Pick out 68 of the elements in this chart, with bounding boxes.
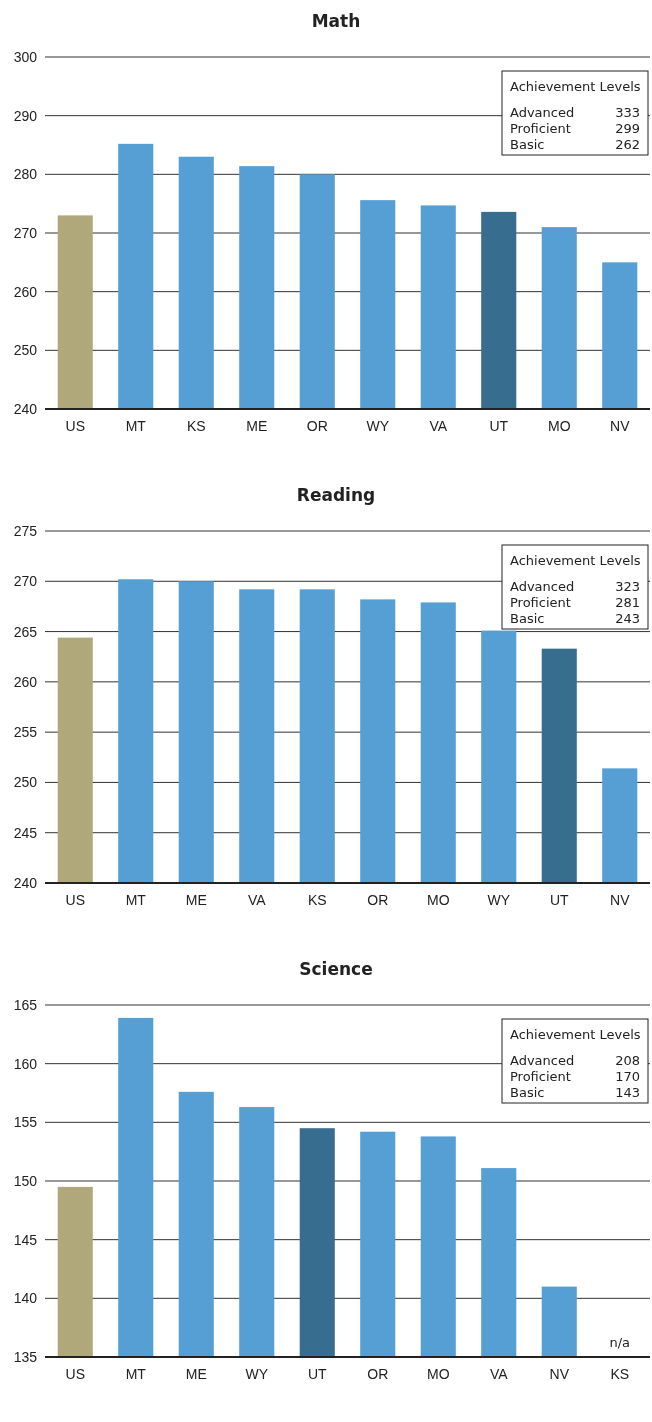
y-tick-label: 265	[13, 623, 38, 640]
x-tick-label: MT	[125, 1365, 147, 1382]
y-tick-label: 250	[13, 774, 38, 791]
y-tick-label: 260	[13, 283, 38, 300]
y-tick-label: 260	[13, 673, 38, 690]
chart-title: Math	[311, 11, 361, 31]
x-tick-label: WY	[366, 417, 390, 434]
y-tick-label: 160	[13, 1055, 38, 1072]
y-tick-label: 135	[13, 1348, 38, 1365]
x-tick-label: UT	[489, 417, 509, 434]
y-tick-label: 150	[13, 1172, 38, 1189]
x-tick-label: NV	[610, 417, 631, 434]
x-tick-label: KS	[610, 1365, 630, 1382]
text: Proficient 170	[510, 1069, 640, 1084]
y-tick-label: 250	[13, 342, 38, 359]
x-tick-label: MO	[426, 1365, 450, 1382]
x-tick-label: UT	[549, 891, 570, 908]
y-tick-label: 155	[13, 1114, 38, 1131]
annotation: Achievement Levels	[510, 1027, 641, 1042]
y-tick-label: 270	[13, 573, 38, 590]
x-tick-label: MO	[547, 417, 571, 434]
y-tick-label: 255	[13, 724, 38, 741]
x-tick-label: ME	[246, 417, 268, 434]
y-tick-label: 280	[13, 166, 38, 183]
y-tick-label: 240	[13, 400, 38, 417]
x-tick-label: OR	[306, 417, 328, 434]
x-tick-label: MO	[426, 891, 450, 908]
chart-title: Science	[299, 959, 373, 979]
x-tick-label: WY	[487, 891, 511, 908]
x-tick-label: VA	[247, 891, 267, 908]
y-tick-label: 300	[13, 48, 38, 65]
y-tick-label: 275	[13, 522, 38, 539]
annotation: n/a	[609, 1335, 631, 1350]
x-tick-label: KS	[186, 417, 206, 434]
x-tick-label: NV	[610, 891, 631, 908]
x-tick-label: OR	[367, 1365, 389, 1382]
chart-title: Reading	[296, 485, 376, 505]
y-tick-label: 270	[13, 224, 38, 241]
x-tick-label: US	[65, 891, 85, 908]
text: Advanced 333	[510, 105, 640, 120]
x-tick-label: ME	[185, 1365, 207, 1382]
x-tick-label: VA	[489, 1365, 509, 1382]
annotation: Achievement Levels	[510, 553, 641, 568]
x-tick-label: VA	[429, 417, 448, 434]
x-tick-label: US	[65, 1365, 85, 1382]
x-tick-label: UT	[307, 1365, 328, 1382]
y-tick-label: 140	[13, 1290, 38, 1307]
y-tick-label: 245	[13, 824, 38, 841]
text: Basic 143	[510, 1085, 640, 1100]
x-tick-label: WY	[245, 1365, 269, 1382]
x-tick-label: MT	[125, 417, 147, 434]
y-tick-label: 290	[13, 107, 38, 124]
y-tick-label: 240	[13, 874, 38, 891]
y-tick-label: 145	[13, 1231, 38, 1248]
text: Basic 262	[510, 137, 640, 152]
x-tick-label: KS	[307, 891, 327, 908]
annotation: Achievement Levels	[510, 79, 641, 94]
x-tick-label: OR	[367, 891, 389, 908]
text: Proficient 281	[510, 595, 640, 610]
x-tick-label: US	[65, 417, 85, 434]
x-tick-label: NV	[549, 1365, 570, 1382]
y-tick-label: 165	[13, 996, 38, 1013]
x-tick-label: MT	[125, 891, 147, 908]
text: Proficient 299	[510, 121, 640, 136]
text: Advanced 208	[510, 1053, 640, 1068]
x-tick-label: ME	[185, 891, 207, 908]
text: Basic 243	[510, 611, 640, 626]
text: Advanced 323	[510, 579, 640, 594]
